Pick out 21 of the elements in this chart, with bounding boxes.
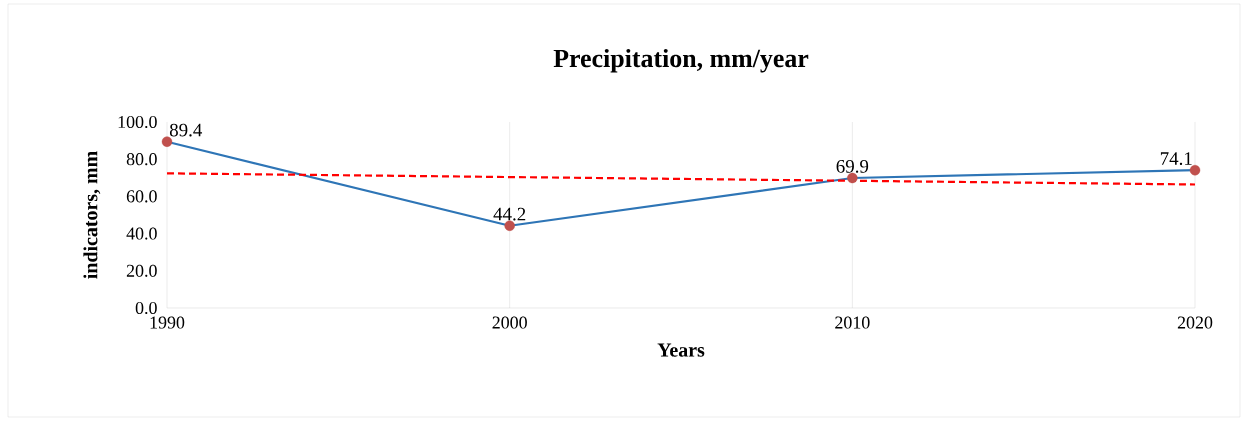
point [1189,164,1201,176]
y-tick-label: 0.0 [135,301,157,315]
data-label: 74.1 [1160,152,1192,165]
y-tick-label: 80.0 [126,153,157,166]
x-tick-label: 2020 [1177,316,1213,329]
x-tick-label: 2000 [492,316,527,329]
data-label: 69.9 [836,159,869,173]
point [161,136,173,147]
x-tick-label: 2010 [835,316,870,329]
y-tick-label: 40.0 [126,227,157,240]
y-tick-label: 100.0 [118,115,157,129]
chart-title: Precipitation, mm/year [553,48,809,73]
y-tick-label: 20.0 [126,264,157,277]
point [504,220,515,231]
y-tick-label: 60.0 [126,190,157,203]
data-label: 89.4 [169,123,203,137]
y-axis-title: indicators, mm [83,151,101,279]
point [847,172,858,184]
x-tick-label: 1990 [150,316,185,329]
x-axis-title: Years [657,343,705,357]
data-label: 44.2 [493,207,526,221]
